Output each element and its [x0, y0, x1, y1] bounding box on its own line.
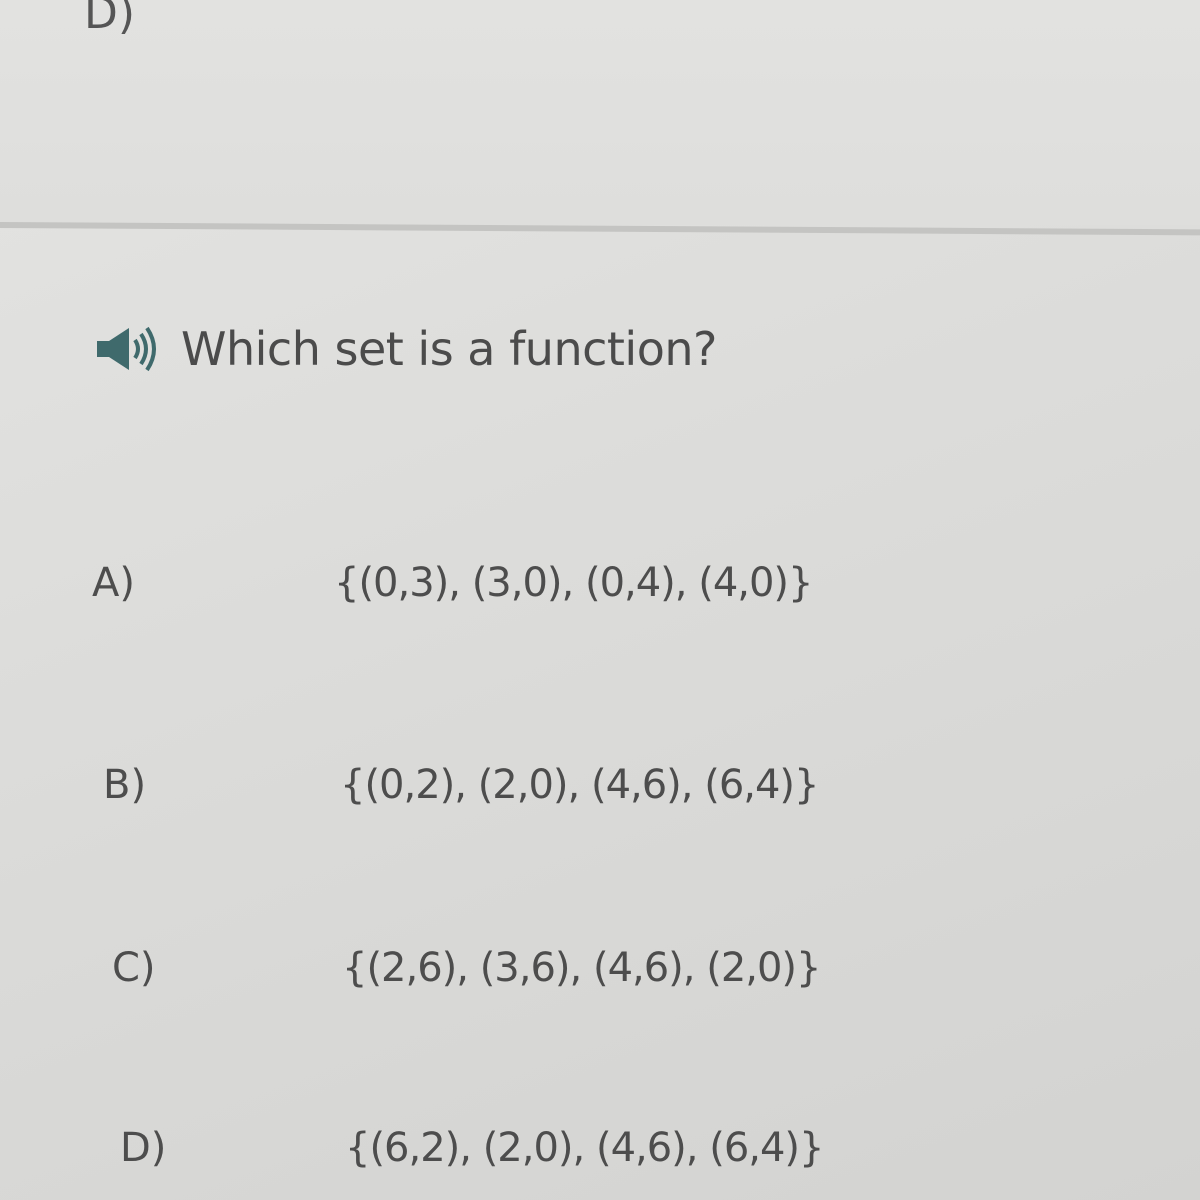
option-d[interactable]: D) {(6,2), (2,0), (4,6), (6,4)} — [0, 1125, 1200, 1185]
option-label: B) — [103, 762, 147, 808]
option-label: C) — [112, 945, 156, 991]
question-header: Which set is a function? — [95, 322, 717, 376]
option-c[interactable]: C) {(2,6), (3,6), (4,6), (2,0)} — [0, 945, 1200, 1005]
speaker-audio-icon[interactable] — [95, 324, 163, 374]
previous-option-d-label[interactable]: D) — [84, 0, 136, 39]
previous-question-panel: D) — [0, 0, 1200, 225]
option-label: A) — [92, 560, 135, 606]
option-set: {(2,6), (3,6), (4,6), (2,0)} — [342, 945, 821, 991]
option-label: D) — [120, 1125, 167, 1171]
option-set: {(0,3), (3,0), (0,4), (4,0)} — [334, 560, 813, 606]
option-set: {(6,2), (2,0), (4,6), (6,4)} — [345, 1125, 824, 1171]
option-a[interactable]: A) {(0,3), (3,0), (0,4), (4,0)} — [0, 560, 1200, 620]
option-b[interactable]: B) {(0,2), (2,0), (4,6), (6,4)} — [0, 762, 1200, 822]
option-set: {(0,2), (2,0), (4,6), (6,4)} — [340, 762, 819, 808]
question-text: Which set is a function? — [181, 322, 717, 376]
